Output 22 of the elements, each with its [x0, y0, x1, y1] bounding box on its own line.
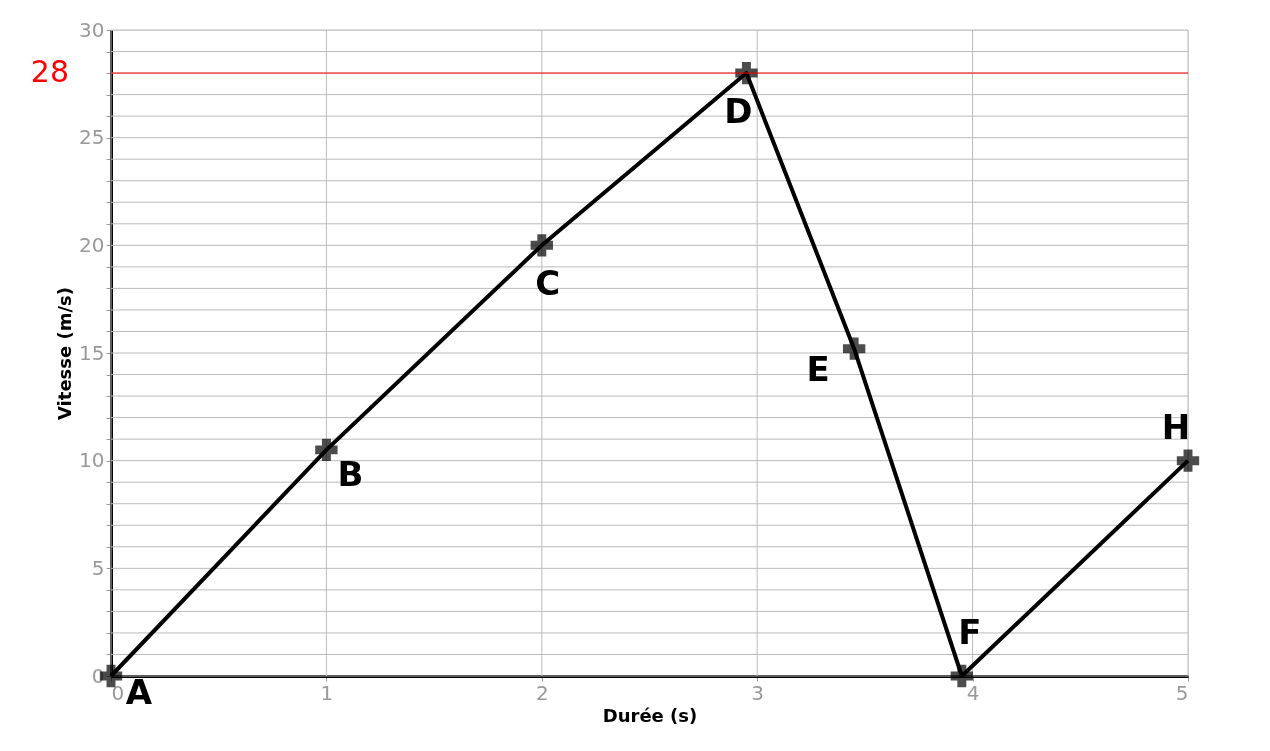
x-tick-label: 1: [320, 680, 334, 705]
x-tick-label: 4: [966, 680, 980, 705]
y-axis-title: Vitesse (m/s): [54, 287, 76, 420]
annotation: F: [958, 612, 982, 652]
x-tick-label: 5: [1175, 680, 1189, 705]
y-tick-label: 20: [79, 232, 105, 257]
y-tick-label: 15: [79, 340, 105, 365]
annotation: E: [806, 348, 830, 389]
annotation: C: [535, 263, 561, 304]
x-tick-label: 3: [751, 680, 765, 705]
annotation: H: [1161, 406, 1191, 447]
x-tick-label: 2: [535, 680, 549, 705]
y-tick-label: 5: [91, 555, 105, 580]
x-tick-label: 0: [111, 680, 125, 705]
y-tick-label: 25: [79, 125, 105, 150]
annotation: D: [724, 91, 753, 132]
y-tick-label: 10: [79, 448, 105, 473]
annotation: A: [125, 672, 153, 712]
y-tick-label: 30: [79, 17, 105, 42]
ref-line-label: 28: [30, 54, 69, 90]
x-axis-title: Durée (s): [602, 704, 698, 726]
annotation: B: [337, 453, 364, 494]
